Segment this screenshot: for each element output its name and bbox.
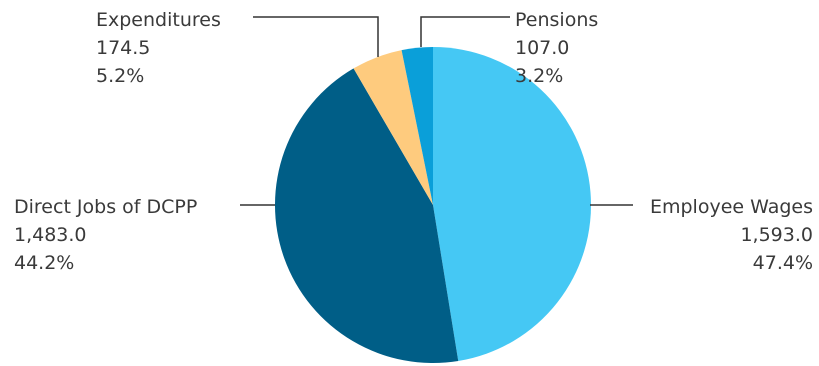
label-employee-wages-value: 1,593.0 (740, 224, 813, 246)
label-direct-jobs-percent: 44.2% (14, 252, 74, 274)
label-pensions-name: Pensions (515, 9, 598, 31)
label-direct-jobs-name: Direct Jobs of DCPP (14, 196, 197, 218)
label-employee-wages: Employee Wages 1,593.0 47.4% (650, 196, 813, 274)
label-employee-wages-percent: 47.4% (753, 252, 813, 274)
label-expenditures: Expenditures 174.5 5.2% (96, 9, 221, 87)
label-pensions: Pensions 107.0 3.2% (515, 9, 598, 87)
label-expenditures-name: Expenditures (96, 9, 221, 31)
leader-line-expenditures (253, 16, 379, 57)
label-pensions-percent: 3.2% (515, 65, 563, 87)
label-expenditures-percent: 5.2% (96, 65, 144, 87)
pie-slice-pensions (401, 47, 433, 205)
label-direct-jobs-value: 1,483.0 (14, 224, 87, 246)
pie-slices (274, 47, 592, 364)
label-direct-jobs: Direct Jobs of DCPP 1,483.0 44.2% (14, 196, 197, 274)
label-employee-wages-name: Employee Wages (650, 196, 813, 218)
pie-slice-employee-wages (433, 47, 592, 361)
label-expenditures-value: 174.5 (96, 37, 150, 59)
leader-line-pensions (420, 16, 510, 47)
pie-slice-expenditures (353, 50, 433, 205)
label-pensions-value: 107.0 (515, 37, 569, 59)
pie-slice-direct-jobs-of-dcpp (274, 68, 459, 364)
